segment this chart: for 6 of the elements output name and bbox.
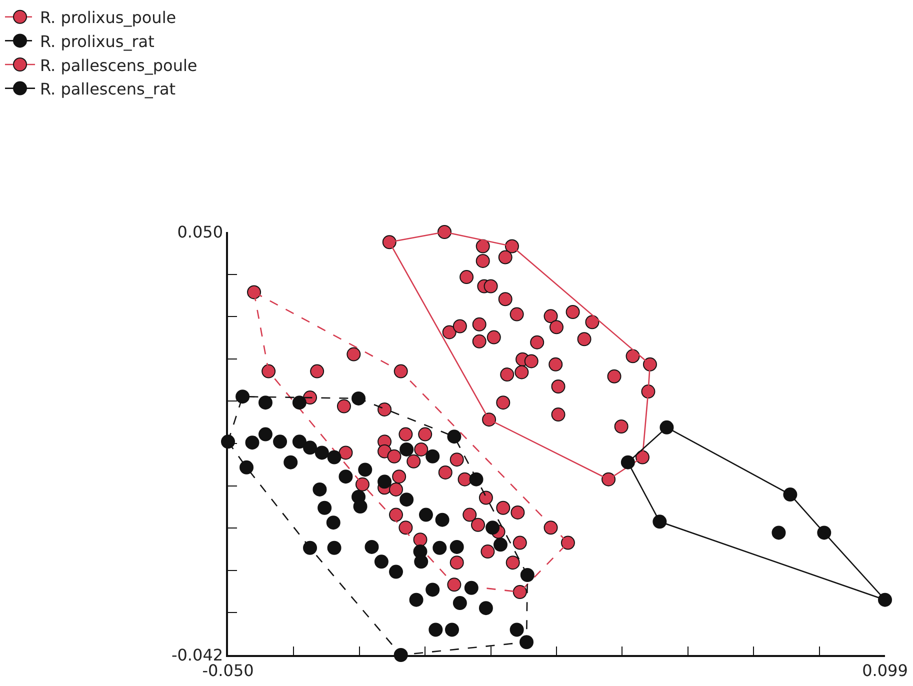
legend-label: R. pallescens_poule bbox=[40, 56, 198, 75]
legend-label: R. prolixus_poule bbox=[40, 8, 176, 28]
legend-label: R. pallescens_rat bbox=[40, 80, 176, 99]
x-tick-label: 0.099 bbox=[862, 660, 908, 680]
y-tick-label: 0.050 bbox=[177, 222, 224, 242]
legend-label: R. prolixus_rat bbox=[40, 32, 154, 51]
